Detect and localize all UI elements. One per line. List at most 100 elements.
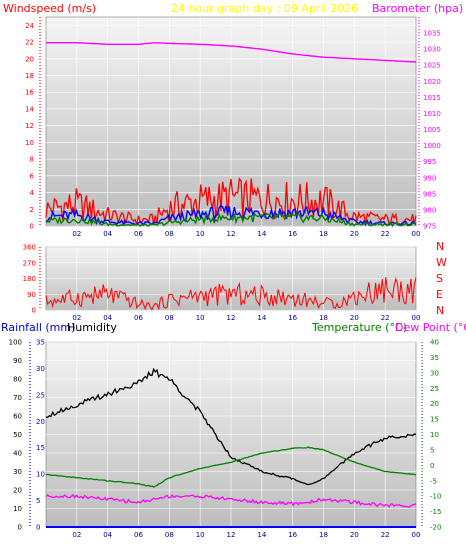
mid-tick-90: 90 <box>27 291 36 299</box>
top-right-tick-990: 990 <box>423 174 436 182</box>
mid-x-tick-18: 18 <box>319 314 328 322</box>
compass-w: W <box>436 256 447 269</box>
temp-tick--5: -5 <box>430 477 437 485</box>
temp-tick-35: 35 <box>430 354 439 362</box>
mid-x-tick-12: 12 <box>227 314 236 322</box>
mid-x-tick-22: 22 <box>381 314 390 322</box>
mid-tick-0: 0 <box>32 307 36 315</box>
top-left-tick-20: 20 <box>25 55 34 63</box>
mid-x-tick-06: 06 <box>134 314 143 322</box>
rain-tick-5: 5 <box>36 497 40 505</box>
temperature-axis-title: Temperature (°C) <box>311 321 407 334</box>
top-x-tick-22: 22 <box>381 230 390 238</box>
humidity-axis-title: Humidity <box>67 321 117 334</box>
rain-tick-15: 15 <box>36 444 45 452</box>
series-pressure <box>46 42 417 63</box>
series-wind <box>45 212 417 228</box>
mid-tick-360: 360 <box>23 244 36 252</box>
humidity-tick-80: 80 <box>13 376 22 384</box>
top-x-tick-16: 16 <box>288 230 297 238</box>
top-right-axis-title: Barometer (hpa) <box>372 2 463 15</box>
rain-tick-35: 35 <box>36 339 45 347</box>
top-x-tick-06: 06 <box>134 230 143 238</box>
top-x-tick-20: 20 <box>350 230 359 238</box>
series-humidity <box>46 367 417 486</box>
top-left-tick-18: 18 <box>25 72 34 80</box>
mid-x-tick-14: 14 <box>257 314 266 322</box>
top-x-tick-04: 04 <box>103 230 112 238</box>
temp-tick--20: -20 <box>430 524 441 532</box>
bottom-x-tick-14: 14 <box>257 531 266 539</box>
top-x-tick-08: 08 <box>165 230 174 238</box>
top-left-tick-22: 22 <box>25 39 34 47</box>
top-left-axis-title: Windspeed (m/s) <box>3 2 96 15</box>
mid-tick-180: 180 <box>23 275 36 283</box>
humidity-tick-100: 100 <box>9 339 22 347</box>
temp-tick-40: 40 <box>430 339 439 347</box>
rainfall-axis-title: Rainfall (mm) <box>1 321 75 334</box>
bottom-x-tick-04: 04 <box>103 531 112 539</box>
bottom-x-tick-12: 12 <box>227 531 236 539</box>
compass-n-bottom: N <box>436 304 444 317</box>
top-x-tick-18: 18 <box>319 230 328 238</box>
bottom-x-tick-06: 06 <box>134 531 143 539</box>
temp-tick-0: 0 <box>430 462 434 470</box>
rain-tick-0: 0 <box>36 524 40 532</box>
top-right-tick-995: 995 <box>423 158 436 166</box>
compass-s: S <box>436 272 443 285</box>
top-right-tick-1000: 1000 <box>423 142 441 150</box>
top-x-tick-02: 02 <box>72 230 81 238</box>
bottom-x-tick-20: 20 <box>350 531 359 539</box>
temp-tick-25: 25 <box>430 385 439 393</box>
temp-tick-20: 20 <box>430 400 439 408</box>
compass-e: E <box>436 288 443 301</box>
mid-x-tick-00: 00 <box>412 314 421 322</box>
temp-tick-10: 10 <box>430 431 439 439</box>
tick-layer: 02 04 06 08 10 12 14 16 18 20 22 000246810121416182… <box>9 17 441 539</box>
top-right-tick-1035: 1035 <box>423 30 441 38</box>
bottom-x-tick-18: 18 <box>319 531 328 539</box>
chart-title: 24 hour graph day : 09 April 2026 <box>171 2 358 15</box>
series-layer <box>45 42 417 528</box>
bottom-x-tick-00: 00 <box>412 531 421 539</box>
top-left-tick-4: 4 <box>30 189 35 197</box>
top-right-tick-1025: 1025 <box>423 62 441 70</box>
top-right-tick-1010: 1010 <box>423 110 441 118</box>
series-direction <box>45 276 417 311</box>
humidity-tick-70: 70 <box>13 394 22 402</box>
top-left-tick-0: 0 <box>30 223 34 231</box>
top-left-tick-10: 10 <box>25 139 34 147</box>
mid-tick-270: 270 <box>23 259 36 267</box>
rain-tick-25: 25 <box>36 391 45 399</box>
humidity-tick-20: 20 <box>13 487 22 495</box>
bottom-x-tick-08: 08 <box>165 531 174 539</box>
top-right-tick-1030: 1030 <box>423 46 441 54</box>
humidity-tick-0: 0 <box>18 524 22 532</box>
top-x-tick-12: 12 <box>227 230 236 238</box>
dewpoint-axis-title: Dew Point (°C) <box>395 321 466 334</box>
mid-x-tick-08: 08 <box>165 314 174 322</box>
humidity-tick-40: 40 <box>13 450 22 458</box>
bottom-x-tick-10: 10 <box>196 531 205 539</box>
rain-tick-10: 10 <box>36 471 45 479</box>
mid-x-tick-10: 10 <box>196 314 205 322</box>
humidity-tick-50: 50 <box>13 431 22 439</box>
temp-tick-5: 5 <box>430 446 434 454</box>
top-left-tick-2: 2 <box>30 206 34 214</box>
top-right-tick-985: 985 <box>423 190 436 198</box>
temp-tick--10: -10 <box>430 493 441 501</box>
bottom-x-tick-22: 22 <box>381 531 390 539</box>
series-temperature <box>45 446 417 488</box>
rain-tick-30: 30 <box>36 365 45 373</box>
top-left-tick-6: 6 <box>30 172 35 180</box>
top-right-tick-975: 975 <box>423 223 436 231</box>
series-gust <box>45 177 417 227</box>
top-right-tick-1005: 1005 <box>423 126 441 134</box>
top-x-tick-10: 10 <box>196 230 205 238</box>
compass-n-top: N <box>436 240 444 253</box>
mid-x-tick-16: 16 <box>288 314 297 322</box>
bottom-x-tick-02: 02 <box>72 531 81 539</box>
top-x-tick-14: 14 <box>257 230 266 238</box>
series-dewpoint <box>45 493 417 508</box>
